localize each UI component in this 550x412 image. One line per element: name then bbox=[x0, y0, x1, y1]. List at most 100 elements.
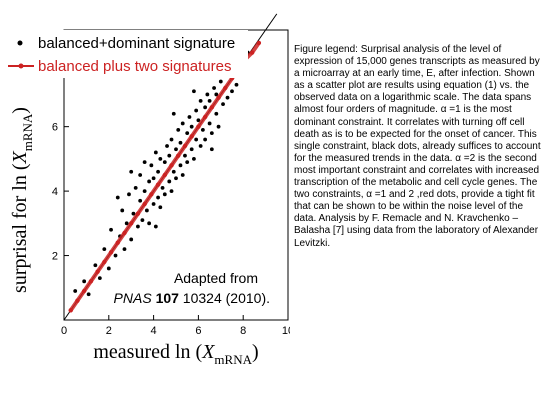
data-point-red bbox=[108, 250, 114, 255]
data-point-black bbox=[151, 176, 156, 181]
data-point-black bbox=[234, 82, 239, 87]
x-axis-title: measured ln (XmRNA) bbox=[93, 341, 258, 367]
data-point-black bbox=[156, 169, 160, 174]
data-point-black bbox=[169, 189, 174, 194]
data-point-red bbox=[202, 114, 208, 120]
data-point-red bbox=[75, 298, 80, 303]
data-point-black bbox=[178, 140, 183, 145]
data-point-black bbox=[218, 79, 223, 84]
data-point-red bbox=[81, 288, 87, 294]
data-point-red bbox=[135, 211, 141, 216]
data-point-black bbox=[187, 115, 192, 119]
data-point-black bbox=[147, 221, 152, 226]
legend-label-red: balanced plus two signatures bbox=[38, 58, 231, 75]
y-tick-label: 2 bbox=[52, 251, 58, 263]
data-point-red bbox=[182, 143, 188, 149]
y-tick-label: 4 bbox=[52, 186, 58, 198]
annotation-line-1: Adapted from bbox=[174, 270, 258, 286]
data-point-black bbox=[129, 169, 134, 174]
data-point-black bbox=[180, 173, 185, 177]
data-point-black bbox=[97, 276, 102, 281]
data-point-red bbox=[249, 50, 255, 55]
data-point-black bbox=[176, 127, 181, 132]
data-point-red bbox=[162, 172, 167, 178]
data-point-black bbox=[138, 198, 143, 203]
data-point-black bbox=[140, 218, 145, 223]
data-point-black bbox=[174, 147, 178, 152]
data-point-black bbox=[185, 131, 190, 136]
data-point-red bbox=[122, 230, 127, 236]
data-point-red bbox=[223, 85, 228, 91]
x-tick-label: 0 bbox=[61, 325, 67, 337]
data-point-black bbox=[214, 92, 219, 97]
data-point-black bbox=[167, 179, 172, 184]
data-point-black bbox=[209, 131, 214, 136]
data-point-black bbox=[207, 98, 212, 103]
data-point-black bbox=[165, 144, 169, 148]
data-point-black bbox=[144, 208, 149, 213]
data-point-black bbox=[158, 205, 163, 210]
data-point-black bbox=[142, 160, 147, 165]
x-tick-label: 6 bbox=[195, 325, 201, 337]
data-point-black bbox=[189, 147, 194, 152]
data-point-black bbox=[115, 195, 120, 200]
data-point-black bbox=[153, 150, 158, 155]
data-point-red bbox=[196, 124, 201, 129]
data-point-black bbox=[180, 121, 185, 126]
legend-box bbox=[4, 30, 248, 78]
data-point-black bbox=[82, 279, 87, 284]
data-point-black bbox=[93, 263, 98, 268]
data-point-black bbox=[151, 202, 156, 206]
data-point-black bbox=[120, 208, 125, 213]
data-point-black bbox=[106, 266, 111, 271]
legend-marker-red bbox=[18, 63, 24, 69]
data-point-black bbox=[149, 163, 154, 168]
scatter-plot: 02468102468 balanced+dominant signatureb… bbox=[4, 13, 290, 367]
data-point-black bbox=[203, 105, 208, 110]
data-point-black bbox=[142, 189, 147, 194]
data-point-black bbox=[230, 89, 234, 94]
data-point-black bbox=[198, 144, 203, 148]
data-point-black bbox=[127, 192, 131, 197]
data-point-black bbox=[189, 124, 194, 129]
data-point-black bbox=[147, 179, 152, 184]
data-point-black bbox=[174, 176, 178, 181]
x-tick-label: 4 bbox=[151, 325, 157, 337]
data-point-black bbox=[136, 224, 140, 229]
y-axis-title: surprisal for ln (XmRNA) bbox=[9, 107, 35, 293]
data-point-red bbox=[115, 240, 120, 245]
data-point-black bbox=[73, 289, 78, 293]
data-point-black bbox=[203, 137, 208, 142]
data-point-black bbox=[162, 160, 167, 165]
data-point-black bbox=[171, 169, 176, 174]
y-tick-label: 6 bbox=[52, 122, 58, 134]
data-point-black bbox=[169, 137, 174, 142]
data-point-black bbox=[124, 221, 129, 226]
data-point-red bbox=[155, 182, 161, 187]
data-point-black bbox=[109, 227, 113, 232]
data-point-red bbox=[189, 134, 194, 139]
data-point-red bbox=[256, 40, 262, 46]
data-point-black bbox=[207, 121, 212, 126]
data-point-black bbox=[113, 253, 118, 258]
data-point-black bbox=[122, 247, 127, 252]
data-point-black bbox=[194, 137, 199, 142]
data-point-black bbox=[185, 160, 190, 165]
data-point-black bbox=[158, 156, 163, 161]
data-point-black bbox=[156, 195, 160, 200]
data-point-black bbox=[131, 211, 136, 216]
legend-label-black: balanced+dominant signature bbox=[38, 35, 235, 52]
data-point-red bbox=[216, 95, 221, 100]
data-point-red bbox=[149, 192, 154, 197]
x-tick-label: 2 bbox=[106, 325, 112, 337]
data-point-black bbox=[160, 185, 165, 190]
data-point-black bbox=[209, 147, 214, 152]
data-point-black bbox=[183, 153, 187, 158]
data-point-black bbox=[216, 124, 221, 129]
data-point-black bbox=[196, 118, 201, 123]
data-point-black bbox=[194, 108, 199, 113]
data-point-black bbox=[205, 92, 210, 97]
data-point-red bbox=[176, 153, 181, 158]
data-point-red bbox=[88, 279, 94, 284]
annotation-line-2: PNAS 107 10324 (2010). bbox=[114, 290, 270, 306]
